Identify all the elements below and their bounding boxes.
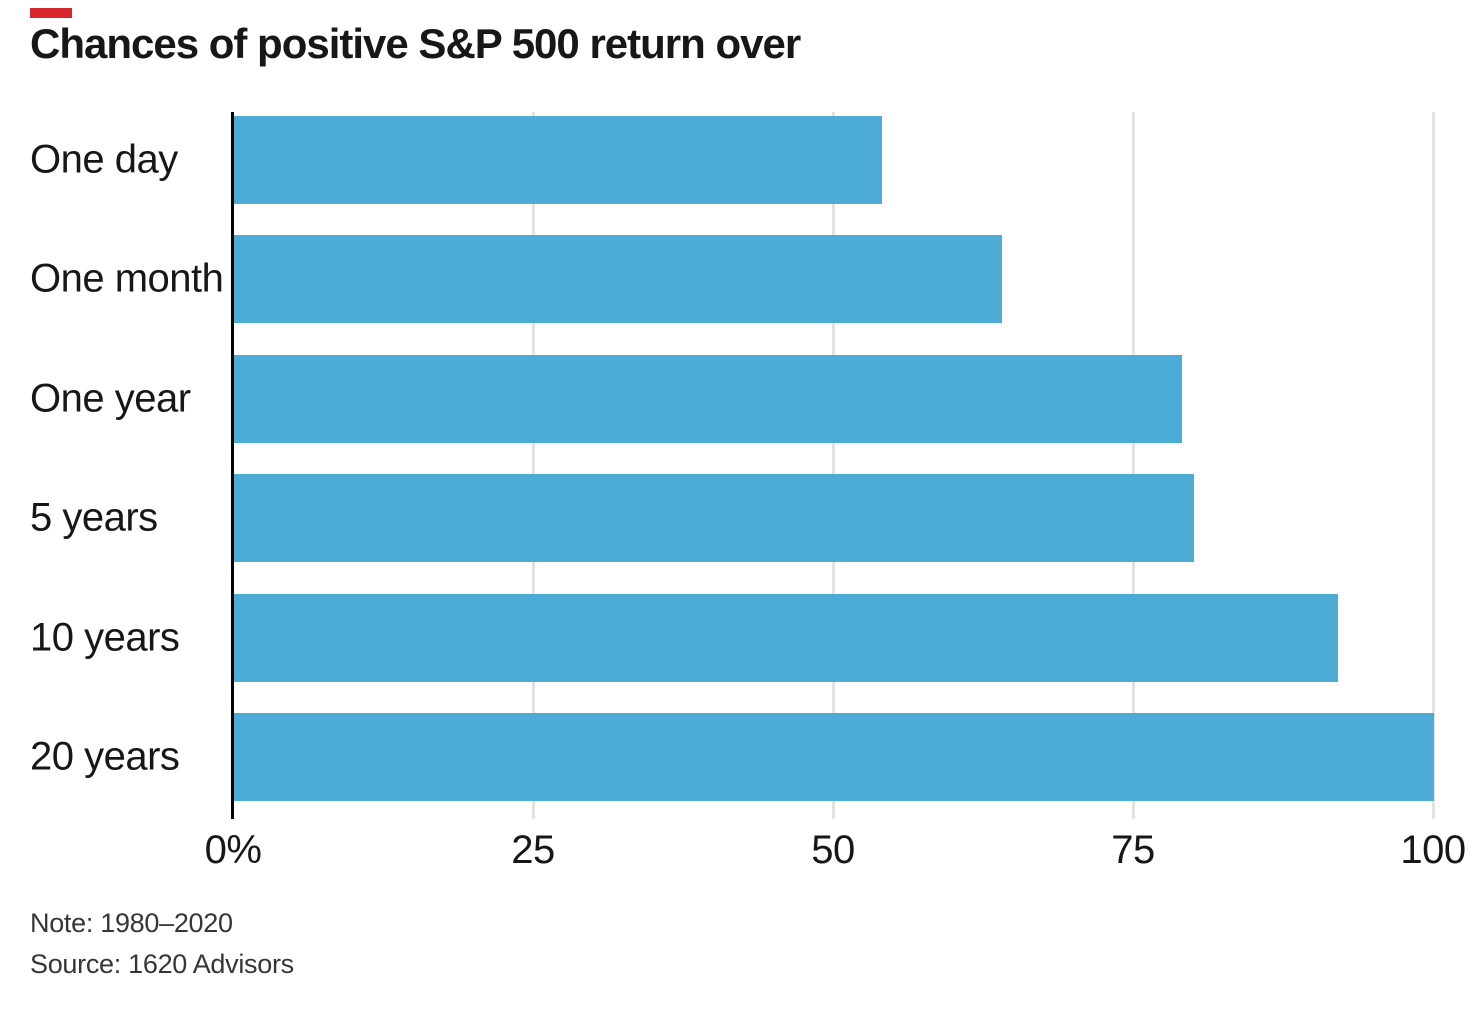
bar-one-year <box>234 354 1182 443</box>
x-tick-label-25: 25 <box>511 828 555 872</box>
gridline-75 <box>1131 112 1135 819</box>
category-label-5-years: 5 years <box>30 495 158 540</box>
chart-title: Chances of positive S&P 500 return over <box>30 20 801 67</box>
footnote: Note: 1980–2020 Source: 1620 Advisors <box>30 903 294 985</box>
gridline-50 <box>831 112 835 819</box>
bar-10-years <box>234 593 1338 682</box>
category-label-one-month: One month <box>30 256 224 301</box>
gridline-25 <box>531 112 535 819</box>
x-tick-label-50: 50 <box>811 828 855 872</box>
plot-area <box>231 112 1435 819</box>
note-text: Note: 1980–2020 <box>30 908 233 938</box>
bar-one-month <box>234 235 1002 323</box>
gridline-100 <box>1431 112 1435 819</box>
category-label-one-year: One year <box>30 376 191 420</box>
y-axis-line <box>231 112 234 819</box>
x-tick-label-0: 0% <box>204 828 262 872</box>
category-label-one-day: One day <box>30 137 178 181</box>
bar-20-years <box>234 713 1434 801</box>
bar-5-years <box>234 474 1194 562</box>
x-tick-label-100: 100 <box>1400 828 1466 872</box>
x-tick-label-75: 75 <box>1111 828 1155 872</box>
bar-one-day <box>234 115 882 204</box>
source-text: Source: 1620 Advisors <box>30 949 294 979</box>
category-label-20-years: 20 years <box>30 734 180 779</box>
red-accent-bar <box>30 8 72 18</box>
category-label-10-years: 10 years <box>30 615 180 659</box>
